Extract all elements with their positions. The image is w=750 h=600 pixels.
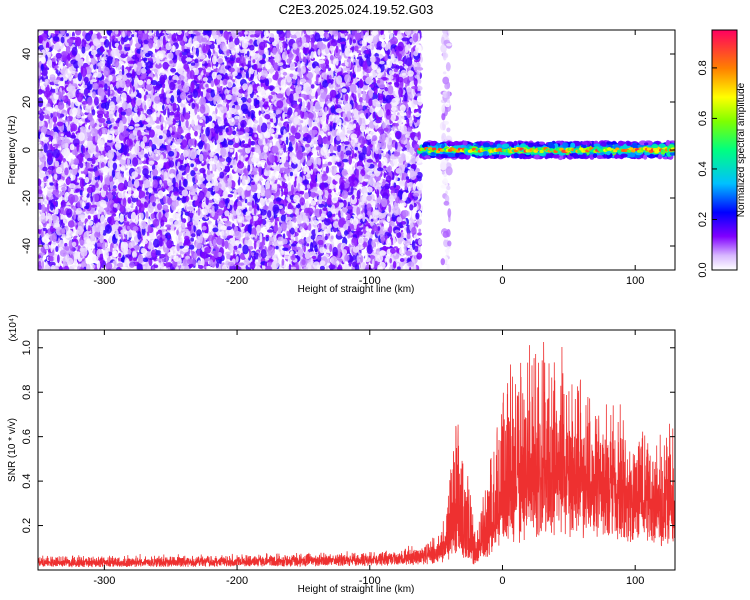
spectrogram-cells: [38, 30, 675, 270]
spectrogram-cell: [358, 183, 363, 188]
spectrogram-cell: [217, 143, 221, 151]
spectrogram-cell: [381, 152, 385, 157]
spectrogram-cell: [237, 196, 241, 201]
spectrogram-cell: [85, 54, 89, 64]
spectrogram-cell: [65, 176, 71, 186]
spectrogram-cell: [290, 239, 294, 243]
chart-title: C2E3.2025.024.19.52.G03: [279, 2, 434, 17]
spectrogram-cell: [99, 172, 104, 176]
spectrogram-cell: [388, 30, 392, 34]
spectrogram-cell: [190, 237, 195, 242]
spectrogram-cell: [181, 218, 187, 224]
spectrogram-cell: [238, 262, 245, 266]
spectrogram-cell: [417, 95, 421, 102]
spectrogram-cell: [184, 130, 189, 134]
spectrogram-cell: [55, 69, 59, 74]
spectrogram-cell: [61, 90, 65, 95]
spectrogram-cell: [409, 119, 413, 127]
spectrogram-cell: [169, 217, 174, 223]
spectrogram-cell: [291, 184, 294, 194]
spectrogram-cell: [188, 126, 191, 130]
spectrogram-cell: [266, 49, 269, 59]
spectrogram-cell: [156, 258, 163, 262]
spectrogram-cell: [254, 69, 258, 80]
spectrogram-cell: [160, 159, 163, 164]
spectrogram-cell: [287, 49, 290, 55]
spectrogram-cell: [197, 260, 202, 266]
spectrogram-cell: [326, 94, 331, 100]
spectrogram-cell: [287, 182, 292, 193]
